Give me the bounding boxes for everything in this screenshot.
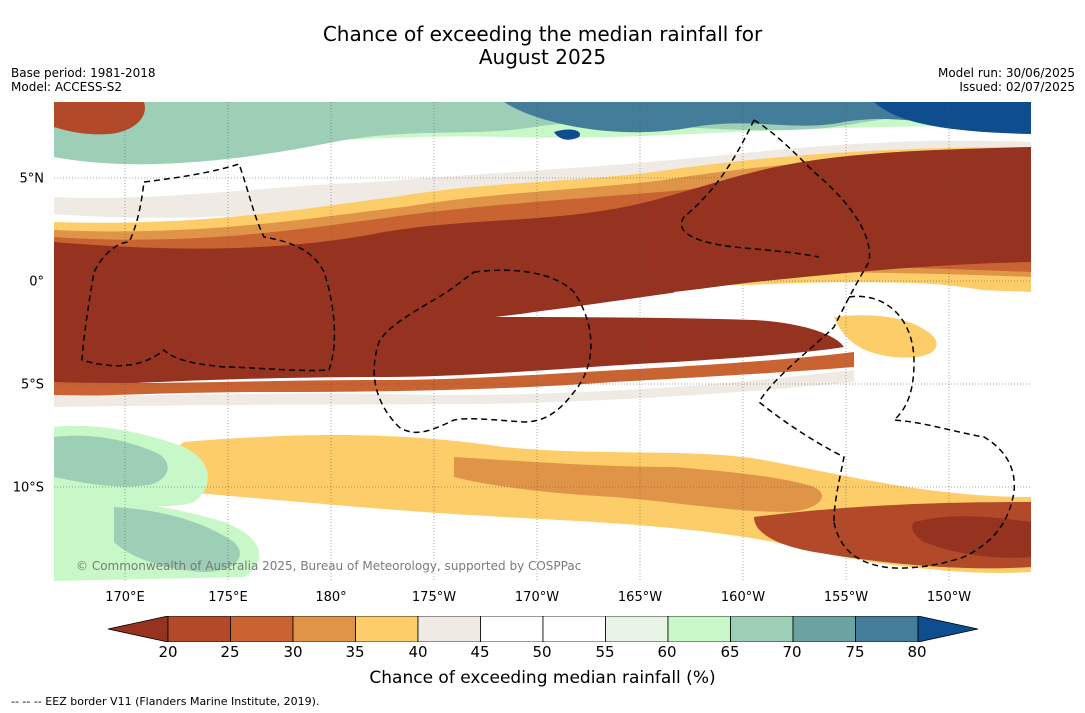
north-dark-blue-small [554, 129, 580, 140]
y-tick-0: 0° [29, 274, 44, 290]
cb-tick-30: 30 [283, 643, 303, 661]
eez-phoenix-islands [373, 269, 592, 434]
cb-tick-50: 50 [532, 643, 552, 661]
colorbar-extend-high [917, 616, 978, 642]
y-tick-5s: 5°S [20, 377, 44, 393]
issued-label: Issued: 02/07/2025 [959, 80, 1075, 94]
rainfall-map [54, 102, 1031, 581]
equator-yellow-lens [834, 315, 937, 358]
graticule [54, 102, 1031, 581]
cb-tick-60: 60 [657, 643, 677, 661]
base-period-label: Base period: 1981-2018 [11, 66, 156, 80]
cb-tick-75: 75 [845, 643, 865, 661]
colorbar-segment [355, 616, 419, 642]
colorbar-extend-low [108, 616, 169, 642]
x-tick-150w: 150°W [926, 590, 972, 605]
x-tick-165w: 165°W [617, 590, 663, 605]
cb-tick-65: 65 [720, 643, 740, 661]
colorbar-segment [730, 616, 794, 642]
cb-tick-25: 25 [220, 643, 240, 661]
colorbar-segment [480, 616, 544, 642]
eez-french-polynesia [833, 295, 1016, 569]
sw-teal-patch [54, 435, 168, 487]
y-tick-5n: 5°N [19, 171, 45, 187]
sw-teal-lower [114, 507, 240, 572]
x-tick-160w: 160°W [720, 590, 766, 605]
x-tick-180: 180° [315, 590, 347, 605]
equator-white-lens [674, 282, 1031, 317]
south-brown-fringe [54, 352, 854, 397]
colorbar-segment [292, 616, 356, 642]
model-run-label: Model run: 30/06/2025 [937, 66, 1075, 80]
meta-right: Model run: 30/06/2025 Issued: 02/07/2025 [938, 66, 1075, 94]
eez-legend-footer: -- -- -- EEZ border V11 (Flanders Marine… [11, 695, 320, 708]
nw-dry-corner [54, 102, 145, 135]
cb-tick-55: 55 [595, 643, 615, 661]
colorbar-segment [542, 616, 606, 642]
cb-tick-40: 40 [408, 643, 428, 661]
eez-borders [81, 119, 1016, 569]
x-tick-170e: 170°E [105, 590, 145, 605]
main-dry-band [54, 147, 1031, 337]
south-sand-fringe [54, 370, 854, 407]
cb-tick-35: 35 [345, 643, 365, 661]
cb-tick-70: 70 [782, 643, 802, 661]
colorbar-segment [167, 616, 231, 642]
colorbar-segment [605, 616, 669, 642]
cb-tick-20: 20 [158, 643, 178, 661]
eez-line-islands [753, 119, 871, 523]
colorbar-segment [667, 616, 731, 642]
x-tick-155w: 155°W [823, 590, 869, 605]
colorbar-title: Chance of exceeding median rainfall (%) [369, 668, 716, 688]
x-tick-170w: 170°W [514, 590, 560, 605]
y-tick-10s: 10°S [12, 480, 44, 496]
eez-kiribati-gilberts [81, 163, 336, 372]
map-svg [54, 102, 1031, 581]
colorbar-segment [230, 616, 294, 642]
cb-tick-45: 45 [470, 643, 490, 661]
x-tick-175e: 175°E [208, 590, 248, 605]
model-label: Model: ACCESS-S2 [11, 80, 123, 94]
map-credit: © Commonwealth of Australia 2025, Bureau… [76, 559, 582, 573]
colorbar-segment [792, 616, 856, 642]
south-equator-dry-band [54, 262, 844, 387]
colorbar-segment [855, 616, 919, 642]
meta-left: Base period: 1981-2018 Model: ACCESS-S2 [11, 66, 156, 94]
x-tick-175w: 175°W [411, 590, 457, 605]
cb-tick-80: 80 [907, 643, 927, 661]
eez-line-islands-north [680, 119, 820, 258]
north-dark-blue-patch [874, 102, 1031, 134]
map-title-line2: August 2025 [478, 45, 607, 69]
colorbar-segment [417, 616, 481, 642]
south-orange-band [454, 457, 823, 512]
colorbar [108, 616, 978, 642]
map-title-line1: Chance of exceeding the median rainfall … [322, 22, 763, 46]
